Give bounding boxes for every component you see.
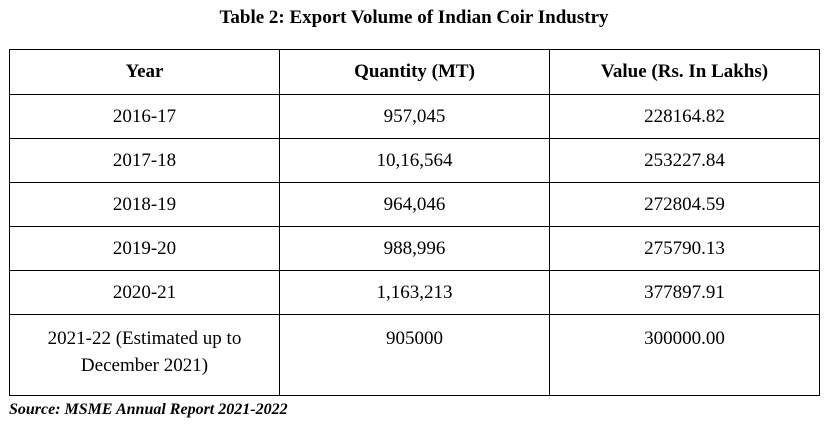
table-row: 2016-17 957,045 228164.82: [9, 94, 820, 139]
cell-value: 272804.59: [549, 182, 820, 227]
cell-value: 377897.91: [549, 270, 820, 315]
cell-value: 228164.82: [549, 94, 820, 139]
table-row: 2017-18 10,16,564 253227.84: [9, 138, 820, 183]
cell-value: 275790.13: [549, 226, 820, 271]
table-row: 2019-20 988,996 275790.13: [9, 226, 820, 271]
column-header-quantity: Quantity (MT): [279, 49, 550, 95]
cell-year: 2018-19: [9, 182, 280, 227]
cell-quantity: 988,996: [279, 226, 550, 271]
cell-year: 2016-17: [9, 94, 280, 139]
cell-quantity: 957,045: [279, 94, 550, 139]
table-row: 2018-19 964,046 272804.59: [9, 182, 820, 227]
cell-quantity: 10,16,564: [279, 138, 550, 183]
table-header-row: Year Quantity (MT) Value (Rs. In Lakhs): [9, 49, 820, 95]
table-row: 2021-22 (Estimated up to December 2021) …: [9, 314, 820, 396]
column-header-value: Value (Rs. In Lakhs): [549, 49, 820, 95]
cell-year: 2020-21: [9, 270, 280, 315]
column-header-year: Year: [9, 49, 280, 95]
table-row: 2020-21 1,163,213 377897.91: [9, 270, 820, 315]
cell-year: 2021-22 (Estimated up to December 2021): [9, 314, 280, 396]
cell-value: 253227.84: [549, 138, 820, 183]
source-note: Source: MSME Annual Report 2021-2022: [9, 401, 288, 418]
cell-value: 300000.00: [549, 314, 820, 396]
cell-quantity: 905000: [279, 314, 550, 396]
cell-year: 2017-18: [9, 138, 280, 183]
cell-quantity: 964,046: [279, 182, 550, 227]
export-volume-table: Year Quantity (MT) Value (Rs. In Lakhs) …: [9, 49, 820, 396]
cell-quantity: 1,163,213: [279, 270, 550, 315]
cell-year: 2019-20: [9, 226, 280, 271]
table-title: Table 2: Export Volume of Indian Coir In…: [219, 7, 609, 28]
